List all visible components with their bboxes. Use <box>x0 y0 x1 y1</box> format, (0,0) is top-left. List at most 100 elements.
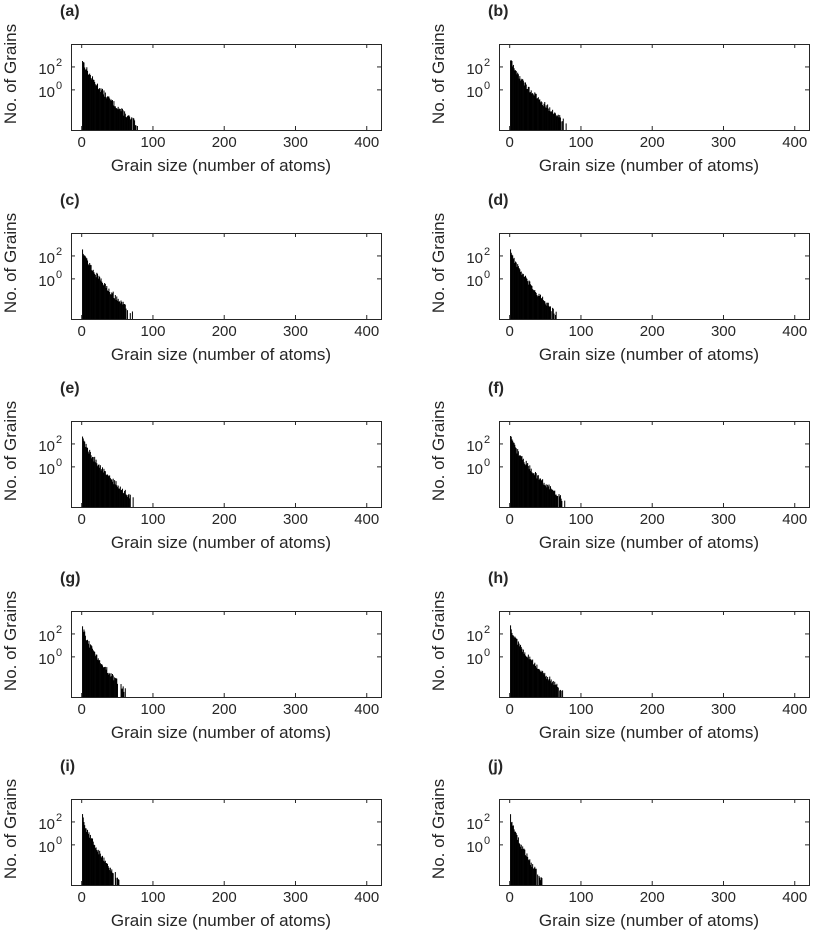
histogram-bar <box>518 456 520 507</box>
histogram-bar <box>97 273 99 319</box>
x-tick-label: 200 <box>640 134 665 151</box>
histogram-bar <box>551 112 553 130</box>
histogram-bar <box>135 125 137 130</box>
histogram-bar <box>557 687 559 697</box>
histogram-bar <box>554 314 556 319</box>
histogram-bar <box>519 269 521 319</box>
histogram-bar <box>122 686 124 697</box>
histogram-bar <box>87 639 89 697</box>
x-tick-label: 400 <box>782 134 807 151</box>
histogram-bar <box>560 498 562 507</box>
histogram-bar <box>97 464 99 507</box>
histogram-bar <box>111 479 113 507</box>
histogram-bar <box>124 113 126 130</box>
histogram-bar <box>510 436 512 507</box>
histogram-bar <box>552 680 554 697</box>
histogram-bar <box>84 825 86 885</box>
histogram-bar <box>510 814 512 885</box>
histogram-bar <box>515 71 517 130</box>
histogram-bar <box>105 287 107 319</box>
histogram-bar <box>513 829 515 885</box>
x-tick-label: 100 <box>140 134 165 151</box>
histogram-bar <box>90 265 92 319</box>
x-axis-label: Grain size (number of atoms) <box>111 723 331 742</box>
y-tick-exponent: 0 <box>484 80 490 92</box>
histogram-bar <box>106 474 108 507</box>
histogram-bar <box>109 477 111 507</box>
histogram-bar <box>83 629 85 697</box>
bars <box>510 249 557 319</box>
y-axis-label: No. of Grains <box>1 213 20 313</box>
x-tick-label: 300 <box>711 323 736 340</box>
histogram-bar <box>89 647 91 697</box>
histogram-bar <box>111 676 113 697</box>
histogram-bar <box>92 269 94 319</box>
y-tick-exponent: 0 <box>56 269 62 281</box>
histogram-bar <box>541 878 543 885</box>
histogram-bar <box>98 464 100 507</box>
histogram-bar <box>559 495 561 507</box>
histogram-bar <box>564 500 566 507</box>
histogram-bar <box>533 473 535 507</box>
histogram-bar <box>554 490 556 507</box>
histogram-bar <box>539 671 541 697</box>
x-axis-label: Grain size (number of atoms) <box>539 533 759 552</box>
histogram-bar <box>121 108 123 130</box>
histogram-bar <box>525 277 527 319</box>
histogram-bar <box>544 672 546 697</box>
histogram-bar <box>100 856 102 885</box>
histogram-bar <box>531 93 533 130</box>
histogram-bar <box>526 89 528 130</box>
histogram-bar <box>108 672 110 697</box>
histogram-bar <box>527 657 529 697</box>
histogram-bar <box>87 829 89 885</box>
histogram-bar <box>86 67 88 130</box>
histogram-bar <box>516 453 518 507</box>
histogram-bar <box>114 678 116 697</box>
y-tick-exponent: 0 <box>56 80 62 92</box>
histogram-bar <box>93 461 95 507</box>
histogram-bar <box>552 307 554 319</box>
histogram-bar <box>526 853 528 885</box>
histogram-bar <box>533 868 535 885</box>
histogram-bar <box>99 465 101 507</box>
histogram-bar <box>549 306 551 319</box>
histogram-bar <box>520 646 522 697</box>
histogram-bar <box>112 291 114 319</box>
histogram-bar <box>517 74 519 130</box>
histogram-bar <box>91 458 93 507</box>
histogram-bar <box>114 480 116 507</box>
y-tick-label: 10 <box>38 816 55 833</box>
histogram-bar <box>98 854 100 885</box>
histogram-bar <box>94 845 96 885</box>
histogram-bar <box>510 436 512 507</box>
histogram-bar <box>533 664 535 697</box>
y-tick-exponent: 2 <box>484 624 490 636</box>
histogram-bar <box>512 635 514 697</box>
x-tick-label: 200 <box>640 889 665 906</box>
histogram-bar <box>524 652 526 697</box>
histogram-bar <box>541 102 543 130</box>
histogram-bar <box>534 868 536 885</box>
histogram-bar <box>90 838 92 885</box>
histogram-bar <box>110 294 112 319</box>
histogram-bar <box>103 90 105 130</box>
histogram-bar <box>108 96 110 130</box>
histogram-bar <box>113 101 115 130</box>
histogram-bar <box>513 257 515 319</box>
histogram-bar <box>124 491 126 507</box>
histogram-bar <box>129 116 131 130</box>
histogram-bar <box>510 625 512 697</box>
histogram-bar <box>95 85 97 130</box>
histogram-bar <box>121 301 123 319</box>
histogram-bar <box>101 281 103 319</box>
panel-label: (f) <box>488 380 504 397</box>
histogram-bar <box>513 68 515 130</box>
y-tick-label: 10 <box>466 438 483 455</box>
histogram-bar <box>85 257 87 319</box>
histogram-bar <box>89 451 91 507</box>
histogram-bar <box>559 115 561 130</box>
